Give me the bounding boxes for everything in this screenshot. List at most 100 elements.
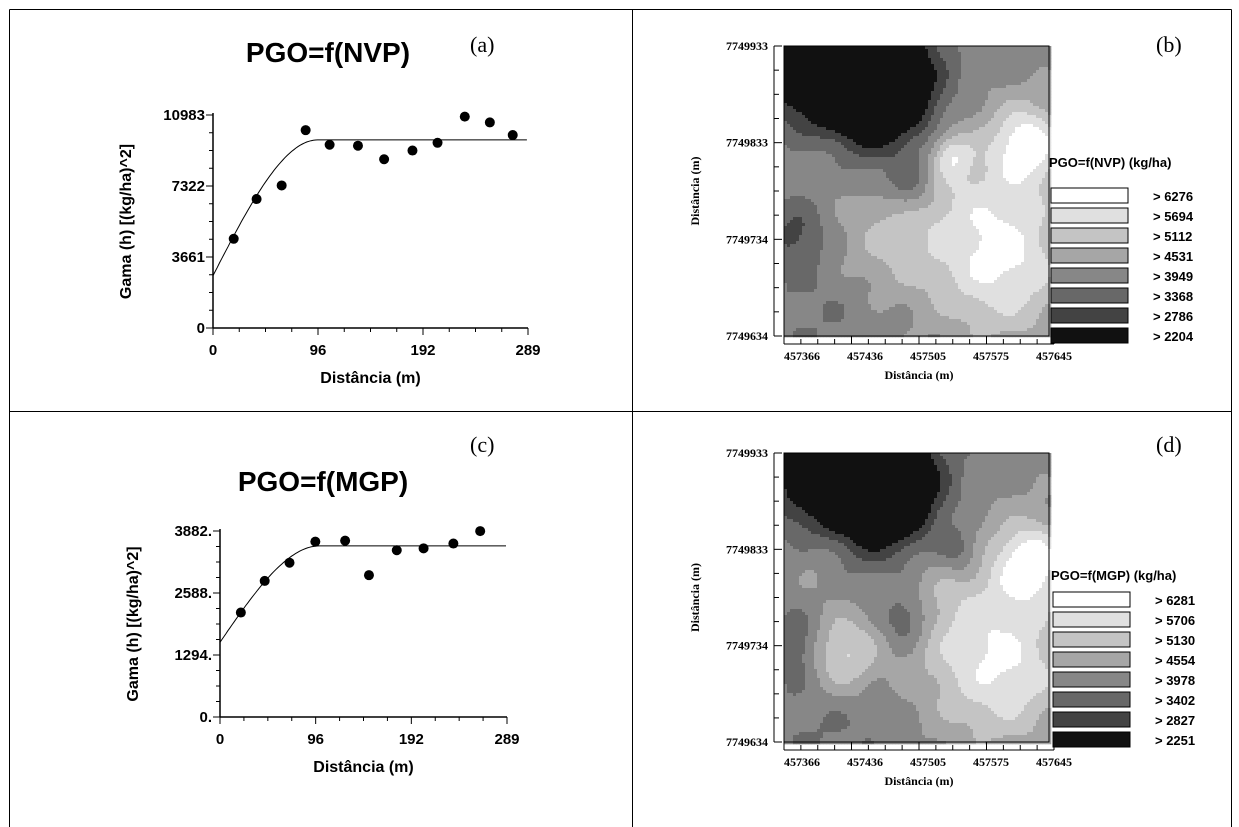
contour-cell (1048, 169, 1052, 173)
contour-cell (913, 136, 917, 140)
contour-cell (787, 58, 791, 62)
contour-cell (883, 193, 887, 197)
contour-cell (820, 142, 824, 146)
contour-cell (835, 136, 839, 140)
contour-cell (997, 67, 1001, 71)
contour-cell (886, 151, 890, 155)
contour-cell (910, 130, 914, 134)
contour-cell (1018, 157, 1022, 161)
contour-cell (1036, 205, 1040, 209)
contour-cell (1039, 67, 1043, 71)
contour-cell (829, 124, 833, 128)
contour-cell (913, 61, 917, 65)
contour-cell (790, 70, 794, 74)
contour-cell (865, 148, 869, 152)
contour-cell (970, 88, 974, 92)
contour-cell (1021, 187, 1025, 191)
contour-cell (811, 94, 815, 98)
contour-cell (1003, 109, 1007, 113)
contour-cell (874, 208, 878, 212)
contour-cell (922, 172, 926, 176)
contour-cell (985, 58, 989, 62)
contour-field (784, 46, 1052, 338)
contour-cell (1048, 64, 1052, 68)
contour-cell (814, 94, 818, 98)
contour-cell (1015, 181, 1019, 185)
contour-cell (910, 151, 914, 155)
contour-cell (955, 55, 959, 59)
contour-cell (1042, 112, 1046, 116)
contour-cell (784, 79, 788, 83)
contour-cell (886, 130, 890, 134)
contour-cell (886, 148, 890, 152)
contour-cell (1009, 73, 1013, 77)
contour-cell (847, 55, 851, 59)
contour-cell (889, 196, 893, 200)
contour-cell (931, 160, 935, 164)
contour-cell (856, 109, 860, 113)
contour-cell (910, 154, 914, 158)
contour-cell (904, 88, 908, 92)
contour-cell (982, 121, 986, 125)
contour-cell (898, 118, 902, 122)
contour-cell (871, 97, 875, 101)
contour-cell (1045, 142, 1049, 146)
contour-cell (955, 124, 959, 128)
contour-cell (976, 166, 980, 170)
contour-cell (859, 166, 863, 170)
contour-cell (799, 133, 803, 137)
contour-cell (1036, 172, 1040, 176)
contour-cell (901, 79, 905, 83)
contour-cell (922, 103, 926, 107)
contour-cell (829, 163, 833, 167)
contour-cell (874, 151, 878, 155)
contour-cell (1033, 91, 1037, 95)
contour-cell (913, 199, 917, 203)
contour-cell (904, 187, 908, 191)
contour-cell (823, 136, 827, 140)
contour-cell (949, 196, 953, 200)
contour-cell (916, 193, 920, 197)
contour-cell (895, 49, 899, 53)
contour-cell (892, 148, 896, 152)
contour-cell (1000, 166, 1004, 170)
contour-cell (964, 106, 968, 110)
contour-cell (979, 199, 983, 203)
contour-cell (787, 124, 791, 128)
contour-cell (967, 133, 971, 137)
contour-cell (865, 178, 869, 182)
contour-cell (1042, 151, 1046, 155)
contour-cell (847, 91, 851, 95)
contour-cell (943, 73, 947, 77)
contour-cell (955, 97, 959, 101)
contour-cell (1018, 199, 1022, 203)
contour-cell (787, 118, 791, 122)
contour-cell (859, 91, 863, 95)
contour-cell (928, 52, 932, 56)
contour-cell (1027, 184, 1031, 188)
contour-cell (811, 154, 815, 158)
contour-cell (868, 106, 872, 110)
contour-cell (865, 208, 869, 212)
contour-cell (838, 199, 842, 203)
contour-cell (1015, 61, 1019, 65)
contour-cell (853, 175, 857, 179)
contour-cell (934, 157, 938, 161)
contour-cell (946, 82, 950, 86)
contour-cell (931, 163, 935, 167)
contour-cell (979, 163, 983, 167)
contour-cell (829, 211, 833, 215)
contour-cell (934, 166, 938, 170)
contour-cell (832, 106, 836, 110)
contour-cell (916, 199, 920, 203)
contour-cell (823, 103, 827, 107)
contour-cell (1048, 136, 1052, 140)
contour-cell (1033, 49, 1037, 53)
contour-cell (940, 109, 944, 113)
contour-cell (859, 70, 863, 74)
contour-cell (874, 166, 878, 170)
contour-cell (997, 184, 1001, 188)
contour-cell (1024, 133, 1028, 137)
contour-cell (1006, 136, 1010, 140)
contour-cell (910, 67, 914, 71)
